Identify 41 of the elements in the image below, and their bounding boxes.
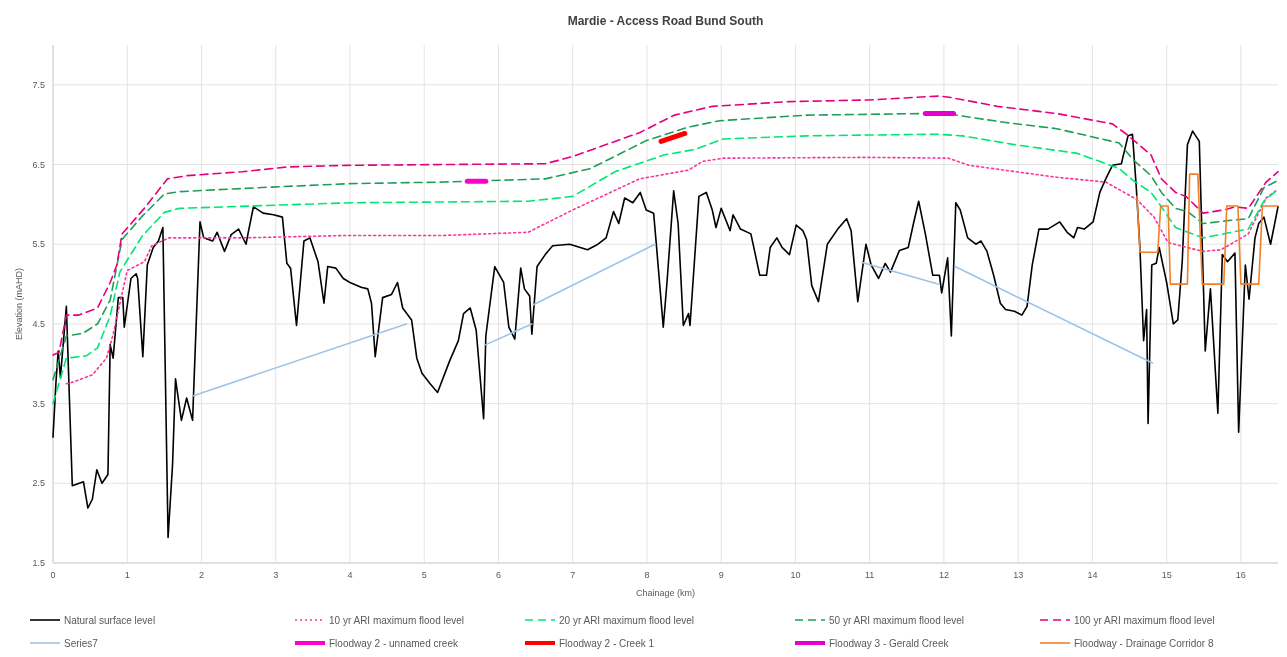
x-tick-label: 16	[1235, 570, 1246, 580]
x-tick-label: 4	[347, 570, 353, 580]
line-series	[65, 156, 1279, 385]
legend-label: Floodway 3 - Gerald Creek	[829, 637, 950, 649]
x-tick-label: 11	[864, 570, 875, 580]
line-series	[52, 133, 1279, 405]
chart-title: Mardie - Access Road Bund South	[567, 14, 764, 28]
y-axis-title: Elevation (mAHD)	[14, 267, 24, 341]
x-tick-label: 15	[1161, 570, 1172, 580]
x-tick-label: 7	[570, 570, 576, 580]
legend-label: Floodway 2 - Creek 1	[559, 637, 655, 649]
x-tick-label: 8	[644, 570, 650, 580]
legend-label: Natural surface level	[64, 614, 156, 626]
x-tick-label: 9	[718, 570, 724, 580]
y-tick-label: 1.5	[32, 558, 45, 568]
legend-label: 50 yr ARI maximum flood level	[829, 614, 965, 626]
line-series	[1136, 173, 1279, 285]
legend-label: 20 yr ARI maximum flood level	[559, 614, 695, 626]
legend-label: 100 yr ARI maximum flood level	[1074, 614, 1215, 626]
x-tick-label: 13	[1013, 570, 1024, 580]
x-tick-label: 14	[1087, 570, 1098, 580]
legend-label: Series7	[64, 637, 99, 649]
x-tick-label: 0	[50, 570, 56, 580]
y-tick-label: 7.5	[32, 79, 45, 90]
x-tick-label: 5	[421, 570, 427, 580]
line-series	[52, 130, 1279, 539]
x-tick-label: 3	[273, 570, 279, 580]
x-tick-label: 1	[124, 570, 130, 580]
x-tick-label: 6	[495, 570, 501, 580]
x-tick-label: 10	[790, 570, 801, 580]
y-tick-label: 6.5	[32, 159, 45, 170]
legend-label: Floodway - Drainage Corridor 8	[1074, 637, 1214, 649]
legend-label: Floodway 2 - unnamed creek	[329, 637, 459, 649]
y-tick-label: 3.5	[32, 398, 45, 409]
x-axis-title: Chainage (km)	[635, 588, 696, 598]
y-tick-label: 2.5	[32, 478, 45, 489]
x-tick-label: 2	[198, 570, 204, 580]
y-tick-label: 4.5	[32, 318, 45, 329]
y-tick-label: 5.5	[32, 239, 45, 250]
legend-label: 10 yr ARI maximum flood level	[329, 614, 465, 626]
x-tick-label: 12	[938, 570, 949, 580]
